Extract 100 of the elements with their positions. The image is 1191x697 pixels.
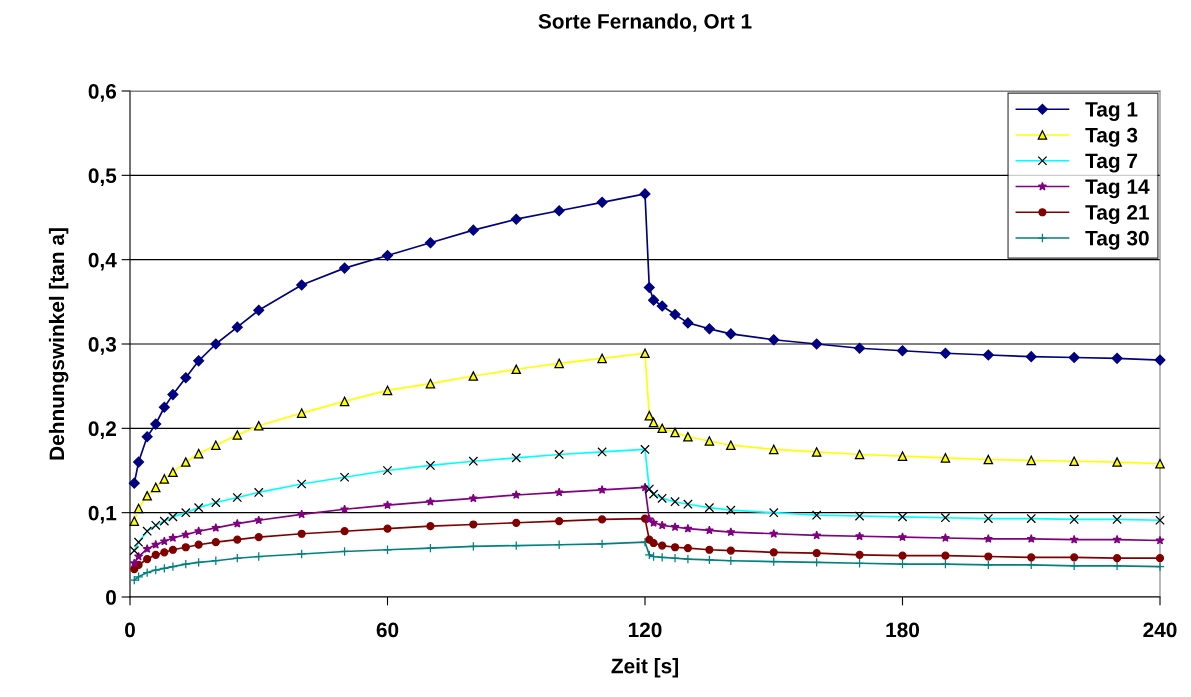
legend-label: Tag 3: [1085, 127, 1138, 147]
legend-label: Tag 1: [1085, 102, 1138, 121]
point: [141, 431, 153, 443]
point: [983, 454, 994, 465]
y-axis-title: Dehnungswinkel [tan a]: [48, 228, 69, 460]
legend-label: Tag 14: [1085, 179, 1150, 199]
point: [168, 533, 178, 542]
point: [181, 543, 190, 552]
y-tick-label: 0,4: [88, 252, 117, 271]
point: [511, 490, 521, 499]
point: [554, 487, 564, 497]
point: [468, 371, 479, 381]
point: [232, 430, 243, 440]
y-tick-label: 0,5: [88, 168, 117, 187]
point: [984, 552, 993, 561]
y-tick-label: 0,1: [88, 505, 117, 524]
point: [596, 196, 608, 208]
point: [339, 396, 350, 407]
point: [597, 539, 607, 549]
point: [160, 548, 169, 557]
point: [424, 237, 436, 249]
point: [1155, 554, 1165, 563]
x-tick-label: 240: [1143, 622, 1177, 638]
point: [639, 188, 651, 200]
point: [670, 522, 680, 531]
point: [643, 281, 655, 294]
point: [211, 523, 221, 532]
point: [1027, 553, 1036, 562]
point: [897, 532, 908, 542]
point: [382, 385, 393, 396]
point: [143, 554, 152, 564]
point: [683, 554, 693, 564]
point: [340, 527, 349, 536]
point: [648, 294, 660, 306]
point: [1026, 455, 1037, 466]
point: [1112, 534, 1122, 544]
point: [382, 500, 393, 510]
point: [158, 401, 170, 413]
point: [180, 372, 192, 384]
point: [381, 249, 394, 261]
point: [150, 418, 162, 430]
point: [151, 550, 160, 559]
y-tick-label: 0,2: [88, 421, 116, 440]
point: [296, 408, 307, 418]
point: [656, 300, 668, 312]
point: [159, 536, 169, 546]
point: [150, 482, 161, 493]
point: [648, 417, 659, 428]
point: [151, 539, 161, 549]
point: [150, 565, 161, 575]
point: [726, 546, 735, 555]
point: [683, 543, 693, 553]
point: [128, 477, 140, 489]
point: [1112, 561, 1122, 571]
point: [168, 545, 178, 554]
y-tick-label: 0,3: [88, 337, 117, 355]
point: [704, 555, 715, 565]
legend-label: Tag 30: [1085, 230, 1149, 250]
legend-label: Tag 21: [1085, 205, 1150, 224]
point: [339, 504, 350, 514]
point: [705, 545, 714, 554]
point: [129, 516, 140, 526]
point: [982, 349, 994, 361]
point: [1155, 458, 1165, 469]
point: [897, 451, 908, 461]
point: [726, 440, 736, 450]
point: [510, 213, 522, 225]
point: [940, 559, 951, 569]
point: [669, 308, 681, 321]
point: [940, 453, 951, 463]
point: [670, 543, 680, 552]
point: [726, 527, 736, 537]
point: [703, 323, 715, 335]
x-tick-label: 120: [628, 622, 662, 638]
point: [129, 558, 139, 568]
point: [640, 348, 650, 359]
point: [854, 342, 866, 354]
point: [254, 533, 263, 542]
point: [648, 517, 659, 527]
point: [193, 448, 204, 459]
point: [1068, 351, 1080, 364]
point: [181, 529, 191, 539]
point: [467, 224, 479, 236]
legend-label: Tag 7: [1085, 153, 1138, 173]
x-axis-title: Zeit [s]: [611, 658, 678, 678]
point: [670, 427, 680, 438]
point: [897, 559, 908, 569]
point: [254, 515, 264, 525]
point: [469, 520, 478, 529]
point: [554, 358, 564, 369]
chart-title: Sorte Fernando, Ort 1: [538, 13, 752, 32]
point: [339, 262, 351, 274]
point: [768, 334, 780, 346]
point: [1025, 351, 1037, 363]
point: [168, 561, 178, 572]
point: [725, 328, 737, 340]
point: [193, 355, 205, 367]
point: [657, 423, 667, 434]
point: [555, 517, 564, 526]
point: [811, 447, 822, 457]
